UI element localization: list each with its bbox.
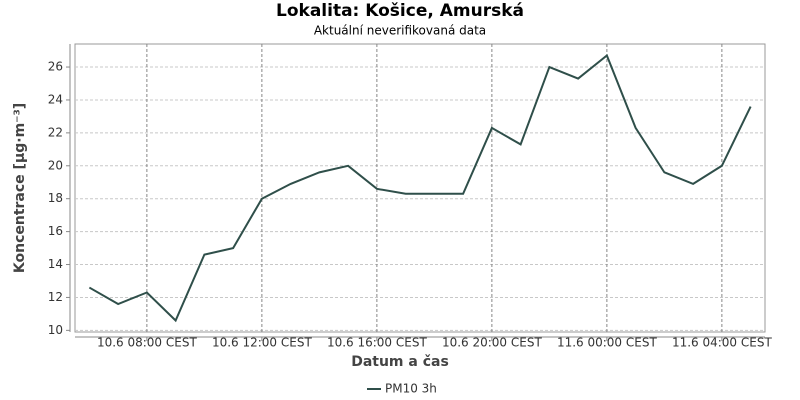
chart-subtitle: Aktuální neverifikovaná data	[314, 24, 486, 38]
plot-area	[74, 43, 766, 333]
x-tick-label: 11.6 00:00 CEST	[557, 336, 658, 350]
x-tick-label: 10.6 16:00 CEST	[327, 336, 428, 350]
y-axis-label: Koncentrace [µg·m⁻³]	[12, 103, 28, 273]
legend-label: PM10 3h	[385, 382, 437, 396]
data-line	[88, 53, 752, 323]
y-tick-label: 10	[48, 323, 63, 337]
chart-title: Lokalita: Košice, Amurská	[276, 1, 524, 21]
y-tick-label: 24	[48, 92, 63, 106]
x-tick-label: 10.6 12:00 CEST	[212, 336, 313, 350]
x-tick-label: 10.6 08:00 CEST	[97, 336, 198, 350]
y-tick-label: 12	[48, 290, 63, 304]
y-tick-label: 14	[48, 257, 63, 271]
y-tick-label: 20	[48, 158, 63, 172]
x-axis-label: Datum a čas	[351, 354, 449, 370]
x-tick-label: 11.6 04:00 CEST	[672, 336, 773, 350]
y-tick-label: 26	[48, 60, 63, 74]
y-tick-label: 18	[48, 191, 63, 205]
y-tick-label: 16	[48, 224, 63, 238]
x-tick-label: 10.6 20:00 CEST	[442, 336, 543, 350]
y-tick-label: 22	[48, 125, 63, 139]
